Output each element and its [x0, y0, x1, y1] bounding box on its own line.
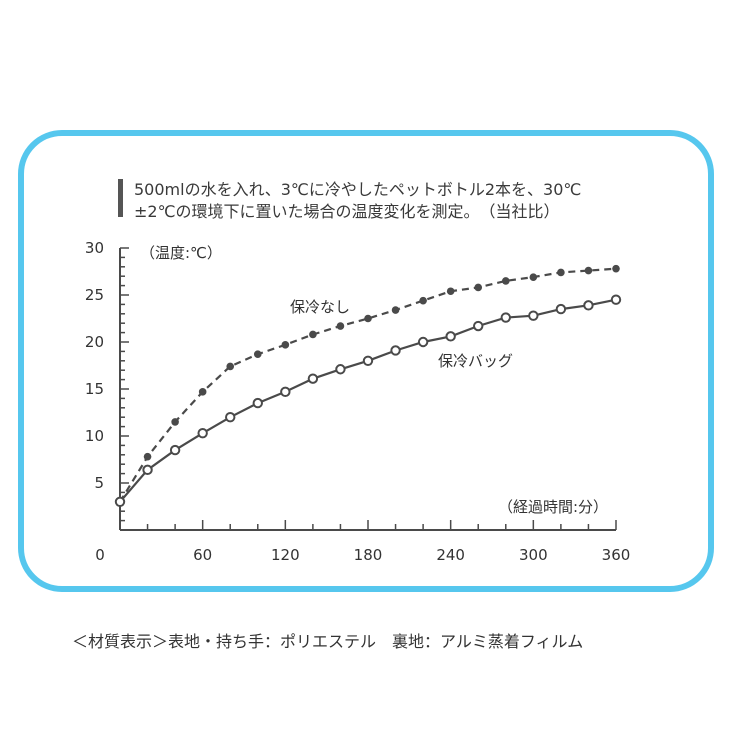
data-point-1: [555, 303, 567, 315]
series-label-no-insulation: 保冷なし: [290, 298, 350, 316]
data-point-1: [362, 355, 374, 366]
x-tick-label: 60: [193, 546, 212, 564]
data-point-1: [445, 331, 456, 342]
data-point-0: [501, 277, 510, 285]
data-point-1: [252, 397, 263, 409]
data-point-1: [142, 464, 153, 476]
data-point-0: [612, 264, 620, 273]
y-tick-label: 20: [85, 333, 104, 351]
x-tick-label: 120: [271, 546, 300, 564]
y-tick-label: 15: [85, 380, 104, 398]
y-tick-label: 5: [94, 474, 104, 492]
y-tick-label: 25: [85, 286, 104, 304]
y-tick-label: 30: [85, 239, 104, 257]
series-line-0: [119, 267, 617, 503]
data-point-1: [610, 294, 622, 305]
data-point-0: [584, 266, 593, 275]
data-point-1: [280, 386, 291, 398]
data-point-0: [446, 287, 455, 296]
y-tick-label: 10: [85, 427, 104, 445]
data-point-0: [474, 283, 483, 292]
x-tick-label: 360: [602, 546, 631, 564]
data-point-1: [473, 320, 484, 332]
x-tick-label: 300: [519, 546, 548, 564]
series-label-cooler-bag: 保冷バッグ: [438, 352, 513, 370]
data-point-1: [335, 364, 346, 375]
data-point-1: [225, 412, 236, 423]
data-point-0: [391, 306, 400, 314]
data-point-1: [197, 427, 208, 439]
data-point-1: [528, 310, 539, 321]
y-axis-label: （温度:℃）: [140, 244, 222, 262]
note-line-2: ±2℃の環境下に置いた場合の温度変化を測定。 （当社比）: [134, 202, 560, 221]
note-marker: [118, 179, 123, 217]
data-point-0: [336, 322, 345, 330]
data-point-0: [226, 362, 235, 371]
data-point-1: [307, 373, 319, 384]
data-point-0: [419, 296, 427, 305]
data-point-0: [171, 418, 179, 426]
material-info: ＜材質表示＞表地・持ち手：ポリエステル 裏地：アルミ蒸着フィルム: [72, 632, 584, 651]
data-point-1: [114, 496, 126, 507]
data-point-0: [198, 388, 207, 396]
series-layer: [114, 264, 622, 507]
data-point-0: [364, 314, 372, 323]
data-point-0: [309, 330, 317, 339]
data-point-1: [500, 312, 511, 323]
data-point-0: [253, 350, 262, 359]
note-line-1: 500mlの水を入れ、3℃に冷やしたペットボトル2本を、30℃: [134, 180, 582, 199]
data-point-0: [143, 452, 152, 461]
data-point-1: [417, 336, 429, 348]
data-point-0: [529, 273, 538, 281]
x-tick-label: 240: [436, 546, 465, 564]
data-point-0: [281, 341, 290, 349]
data-point-1: [390, 345, 401, 356]
x-tick-label: 180: [354, 546, 383, 564]
data-point-1: [169, 444, 181, 456]
chart-frame: [18, 130, 714, 592]
x-tick-label: 0: [95, 546, 105, 564]
data-point-0: [557, 268, 565, 277]
x-axis-label: （経過時間:分）: [498, 498, 608, 516]
data-point-1: [583, 300, 594, 311]
